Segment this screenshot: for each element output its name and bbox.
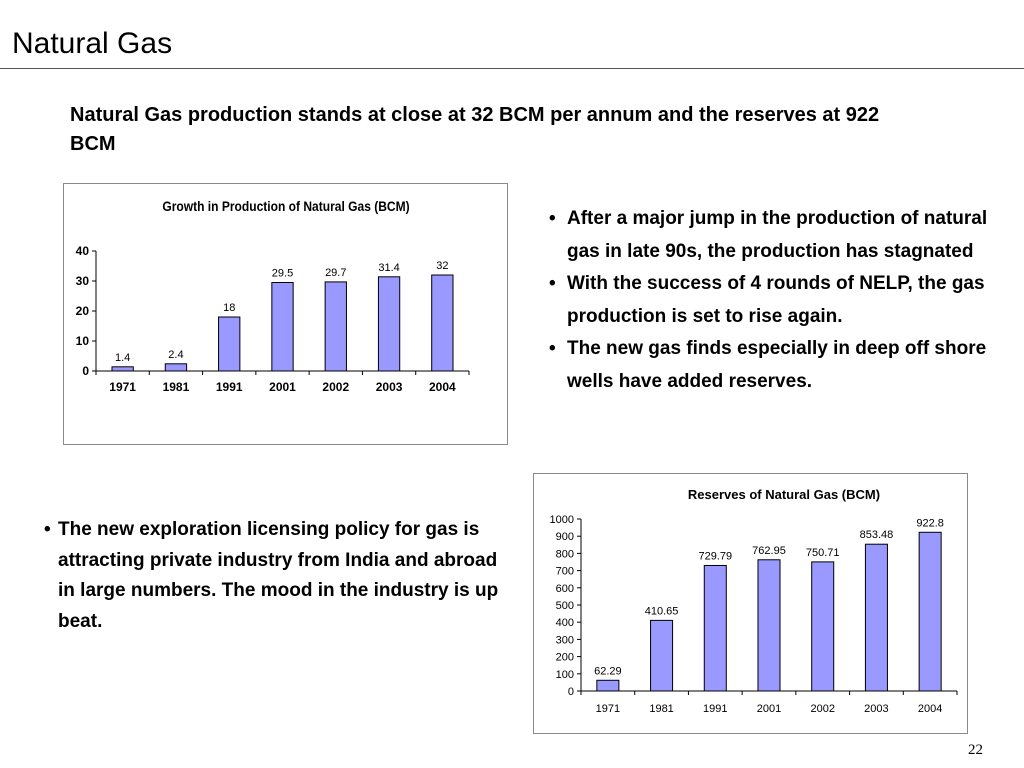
y-tick-label: 0 — [82, 364, 89, 378]
bar-2002 — [811, 561, 835, 692]
x-tick-label: 2001 — [269, 380, 296, 394]
left-bullet-list: • The new exploration licensing policy fo… — [44, 515, 504, 637]
x-tick-label: 2002 — [322, 380, 349, 394]
y-tick-label: 100 — [556, 669, 574, 681]
chart-title: Reserves of Natural Gas (BCM) — [688, 487, 880, 502]
page-number: 22 — [968, 742, 983, 758]
bullet-text: After a major jump in the production of … — [567, 208, 988, 262]
bullet-text: With the success of 4 rounds of NELP, th… — [567, 273, 985, 327]
data-label: 31.4 — [378, 262, 399, 274]
data-label: 762.95 — [752, 545, 786, 557]
y-tick-label: 10 — [76, 334, 90, 348]
x-tick-label: 1971 — [596, 703, 620, 715]
bullet-item: • With the success of 4 rounds of NELP, t… — [549, 268, 999, 333]
data-label: 410.65 — [645, 605, 679, 617]
data-label: 2.4 — [168, 349, 183, 361]
bullet-text: The new gas finds especially in deep off… — [567, 338, 987, 392]
bar-2001 — [757, 559, 781, 692]
y-tick-label: 40 — [76, 244, 90, 258]
y-tick-label: 0 — [568, 686, 574, 698]
data-label: 29.7 — [325, 267, 346, 279]
bar-1981 — [650, 619, 674, 692]
data-label: 32 — [436, 260, 448, 272]
x-tick-label: 1991 — [216, 380, 243, 394]
x-tick-label: 2002 — [810, 703, 834, 715]
bullet-item: • The new gas finds especially in deep of… — [549, 333, 999, 398]
right-bullet-list: • After a major jump in the production of… — [549, 203, 999, 398]
chart-svg: Reserves of Natural Gas (BCM) 0 100 200 300 4… — [550, 487, 958, 715]
bar-1991 — [703, 564, 727, 692]
y-tick-label: 20 — [76, 304, 90, 318]
y-tick-label: 800 — [556, 548, 574, 560]
chart-title: Growth in Production of Natural Gas (BCM… — [162, 198, 409, 214]
x-tick-label: 2003 — [864, 703, 888, 715]
y-tick-label: 700 — [556, 566, 574, 578]
data-label: 922.8 — [916, 517, 944, 529]
x-tick-label: 1981 — [649, 703, 673, 715]
bullet-item: • The new exploration licensing policy fo… — [44, 515, 504, 637]
y-tick-label: 30 — [76, 274, 90, 288]
data-label: 62.29 — [594, 665, 622, 677]
y-tick-label: 300 — [556, 634, 574, 646]
x-tick-label: 1971 — [109, 380, 136, 394]
bullet-point-icon: • — [549, 208, 556, 229]
bar-2004 — [918, 531, 942, 692]
bar-2003 — [377, 276, 401, 372]
chart-svg: Growth in Production of Natural Gas (BCM… — [76, 198, 470, 394]
bar-1981 — [164, 363, 188, 372]
data-label: 18 — [223, 302, 235, 314]
bullet-item: • After a major jump in the production of… — [549, 203, 999, 268]
bullet-point-icon: • — [549, 338, 556, 359]
bullet-text: The new exploration licensing policy for… — [58, 519, 499, 632]
bar-2002 — [324, 281, 347, 372]
x-tick-label: 1981 — [163, 380, 190, 394]
data-label: 729.79 — [698, 550, 732, 562]
bullet-point-icon: • — [44, 519, 51, 540]
bar-1971 — [111, 366, 134, 372]
data-label: 29.5 — [272, 268, 293, 280]
x-tick-label: 2003 — [376, 380, 403, 394]
bar-1991 — [218, 316, 241, 372]
x-tick-label: 1991 — [703, 703, 727, 715]
production-chart: Growth in Production of Natural Gas (BCM… — [63, 183, 508, 445]
bar-2004 — [431, 274, 454, 372]
data-label: 1.4 — [115, 352, 130, 364]
slide-subtitle: Natural Gas production stands at close a… — [70, 104, 880, 155]
bullet-point-icon: • — [549, 273, 556, 294]
y-tick-label: 1000 — [550, 514, 574, 526]
x-tick-label: 2004 — [918, 703, 942, 715]
y-tick-label: 500 — [556, 600, 574, 612]
y-tick-label: 900 — [556, 531, 574, 543]
y-tick-label: 400 — [556, 617, 574, 629]
y-tick-label: 600 — [556, 583, 574, 595]
data-label: 853.48 — [860, 529, 894, 541]
bar-1971 — [596, 679, 620, 692]
reserves-chart: Reserves of Natural Gas (BCM) 0 100 200 300 4… — [533, 473, 968, 734]
bar-2003 — [864, 543, 888, 692]
slide-title: Natural Gas — [12, 27, 173, 60]
title-divider — [0, 68, 1024, 69]
y-tick-label: 200 — [556, 652, 574, 664]
x-tick-label: 2004 — [429, 380, 456, 394]
data-label: 750.71 — [806, 547, 840, 559]
bar-2001 — [271, 282, 294, 372]
x-tick-label: 2001 — [757, 703, 781, 715]
